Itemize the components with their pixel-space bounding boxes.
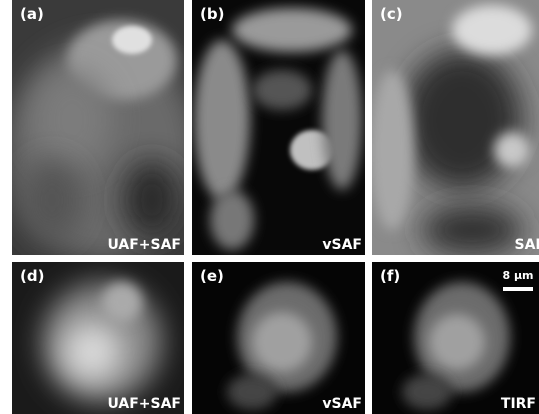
panel-label: (d) [20,267,44,285]
image-feature [402,374,452,410]
panel-caption: UAF+SAF [107,396,181,412]
panel: (c) SAF [370,0,539,255]
image-feature [452,5,532,55]
image-feature [232,8,352,52]
image-feature [32,70,112,170]
panel: (d) UAF+SAF [12,262,184,414]
panel-caption: vSAF [322,396,362,412]
image-feature [22,160,82,240]
panel: (f) TIRF 8 µm [372,262,539,414]
panel-caption: vSAF [322,237,362,253]
image-feature [62,322,122,382]
image-feature [122,160,182,240]
image-feature [252,312,312,372]
panel-label: (a) [20,5,44,23]
panel-caption: UAF+SAF [107,237,181,253]
image-feature [429,314,485,370]
image-feature [194,40,250,200]
panel-label: (e) [200,267,224,285]
image-feature [252,70,312,110]
panel-caption: SAF [515,237,539,253]
panel: (a) UAF+SAF [7,0,197,260]
panel-label: (f) [380,267,400,285]
panel-label: (c) [380,5,403,23]
image-feature [112,26,152,54]
panel: (e) vSAF [192,262,365,414]
image-feature [322,50,362,190]
image-feature [227,374,277,410]
image-feature [402,50,522,190]
image-feature [422,205,522,255]
image-feature [210,190,254,250]
image-feature [102,282,142,322]
panel-label: (b) [200,5,224,23]
image-feature [494,132,530,168]
panel: (b) vSAF [192,0,365,255]
panel-caption: TIRF [501,396,536,412]
scale-bar-label: 8 µm [502,269,533,282]
image-feature [370,70,414,230]
figure: (a) UAF+SAF (b) vSAF (c) SAF (d) UAF+SAF (e) vSAF… [0,0,539,414]
